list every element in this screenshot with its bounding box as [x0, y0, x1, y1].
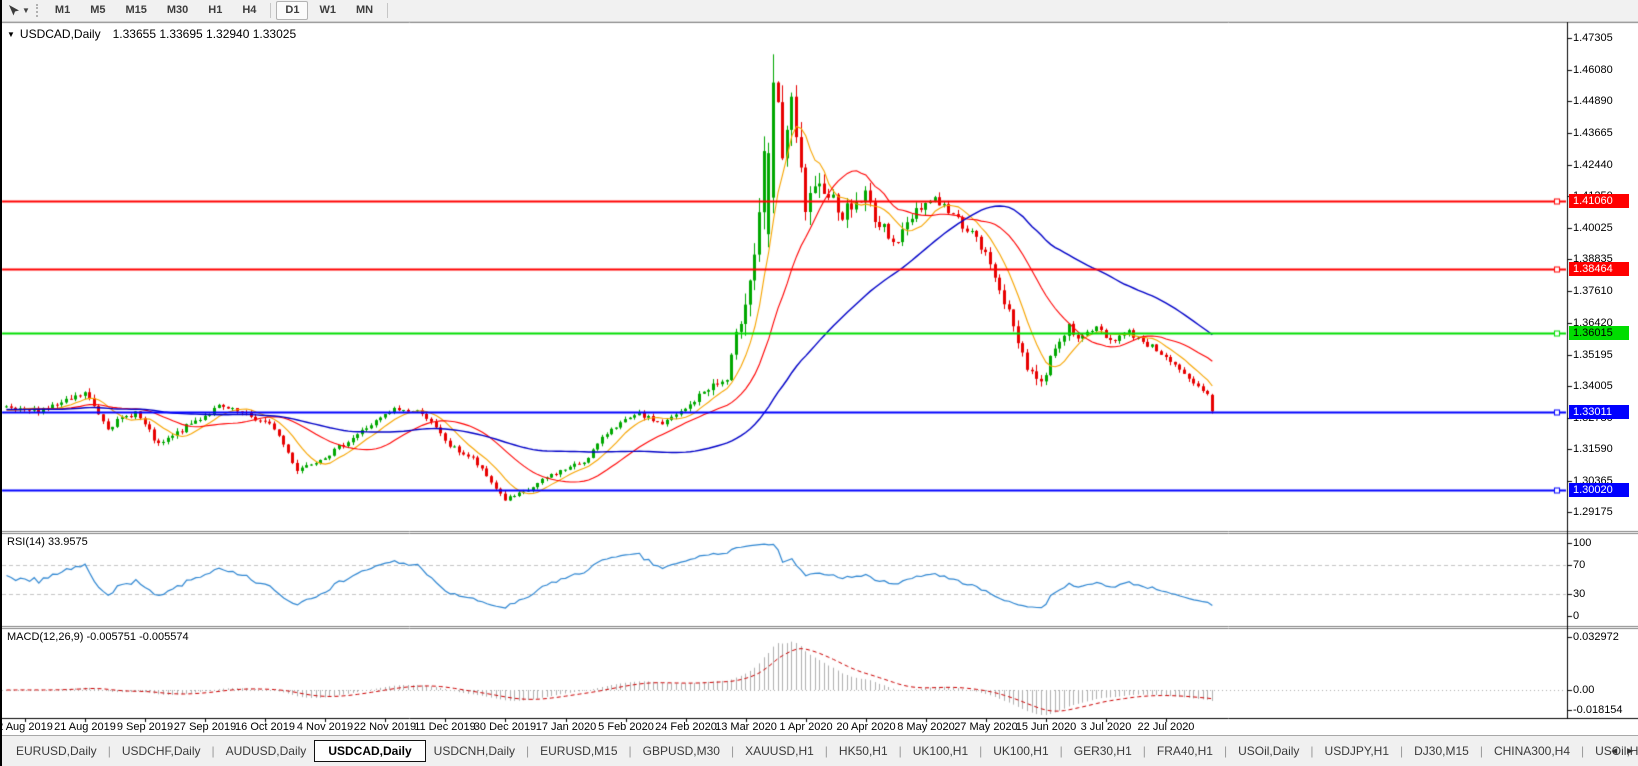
- tab-separator: |: [526, 744, 530, 758]
- timeframe-button-m15[interactable]: M15: [125, 4, 147, 16]
- tab-scroll-left-icon[interactable]: ◄: [1609, 746, 1620, 757]
- chart-tab-china300-h4[interactable]: CHINA300,H4: [1493, 744, 1570, 758]
- tab-separator: |: [628, 744, 632, 758]
- tab-separator: |: [1310, 744, 1314, 758]
- chart-tab-eurusd-daily[interactable]: EURUSD,Daily: [16, 744, 97, 758]
- chart-tab-uk100-h1[interactable]: UK100,H1: [993, 744, 1049, 758]
- dropdown-caret-icon[interactable]: ▼: [22, 6, 30, 15]
- timeframe-button-h1[interactable]: H1: [208, 4, 223, 16]
- tab-separator: |: [730, 744, 735, 758]
- chart-tab-hk50-h1[interactable]: HK50,H1: [838, 744, 888, 758]
- tab-separator: |: [1581, 744, 1585, 758]
- timeframe-button-m5[interactable]: M5: [90, 4, 106, 16]
- crosshair-cursor-icon[interactable]: [4, 2, 22, 20]
- chart-tab-usoil-daily[interactable]: USOil,Daily: [1238, 744, 1300, 758]
- tab-separator: |: [898, 744, 902, 758]
- window-left-edge: [0, 0, 2, 766]
- tab-separator: |: [1400, 744, 1404, 758]
- timeframe-button-m1[interactable]: M1: [54, 4, 71, 16]
- chart-tab-usdcnh-daily[interactable]: USDCNH,Daily: [433, 744, 516, 758]
- timeframe-button-d1[interactable]: D1: [276, 1, 309, 20]
- chart-tab-usdchf-daily[interactable]: USDCHF,Daily: [121, 744, 201, 758]
- toolbar-grip: [35, 4, 38, 17]
- chart-tab-usdcad-daily[interactable]: USDCAD,Daily: [314, 740, 426, 762]
- chart-tab-gbpusd-m30[interactable]: GBPUSD,M30: [642, 744, 720, 758]
- tab-separator: |: [1223, 744, 1228, 758]
- timeframe-button-w1[interactable]: W1: [319, 4, 336, 16]
- tab-separator: |: [824, 744, 828, 758]
- chart-tab-usoil-h4[interactable]: USOil,H4: [1595, 744, 1638, 758]
- chart-tab-audusd-daily[interactable]: AUDUSD,Daily: [225, 744, 307, 758]
- tab-scroll-right-icon[interactable]: ►: [1625, 746, 1635, 757]
- chart-tab-dj30-m15[interactable]: DJ30,M15: [1414, 744, 1469, 758]
- chart-tab-fra40-h1[interactable]: FRA40,H1: [1156, 744, 1213, 758]
- tab-separator: |: [979, 744, 983, 758]
- tab-separator: |: [1059, 744, 1063, 758]
- chart-tab-uk100-h1[interactable]: UK100,H1: [912, 744, 969, 758]
- chart-tab-ger30-h1[interactable]: GER30,H1: [1073, 744, 1132, 758]
- chart-tab-usdjpy-h1[interactable]: USDJPY,H1: [1324, 744, 1390, 758]
- chart-tab-bar: EURUSD,Daily | USDCHF,Daily | AUDUSD,Daily US…: [0, 735, 1638, 766]
- tab-separator: |: [1142, 744, 1146, 758]
- timeframe-button-mn[interactable]: MN: [355, 4, 374, 16]
- tab-separator: |: [107, 744, 111, 758]
- tab-separator: |: [211, 744, 215, 758]
- tab-separator: |: [1479, 744, 1483, 758]
- timeframe-button-m30[interactable]: M30: [166, 4, 189, 16]
- chart-tab-eurusd-m15[interactable]: EURUSD,M15: [540, 744, 618, 758]
- timeframe-group: M1 M5 M15 M30 H1 H4 D1 W1 MN: [45, 1, 392, 20]
- chart-tab-xauusd-h1[interactable]: XAUUSD,H1: [745, 744, 814, 758]
- timeframe-button-h4[interactable]: H4: [242, 4, 257, 16]
- toolbar: ▼ M1 M5 M15 M30 H1 H4 D1 W1 MN: [0, 0, 1638, 22]
